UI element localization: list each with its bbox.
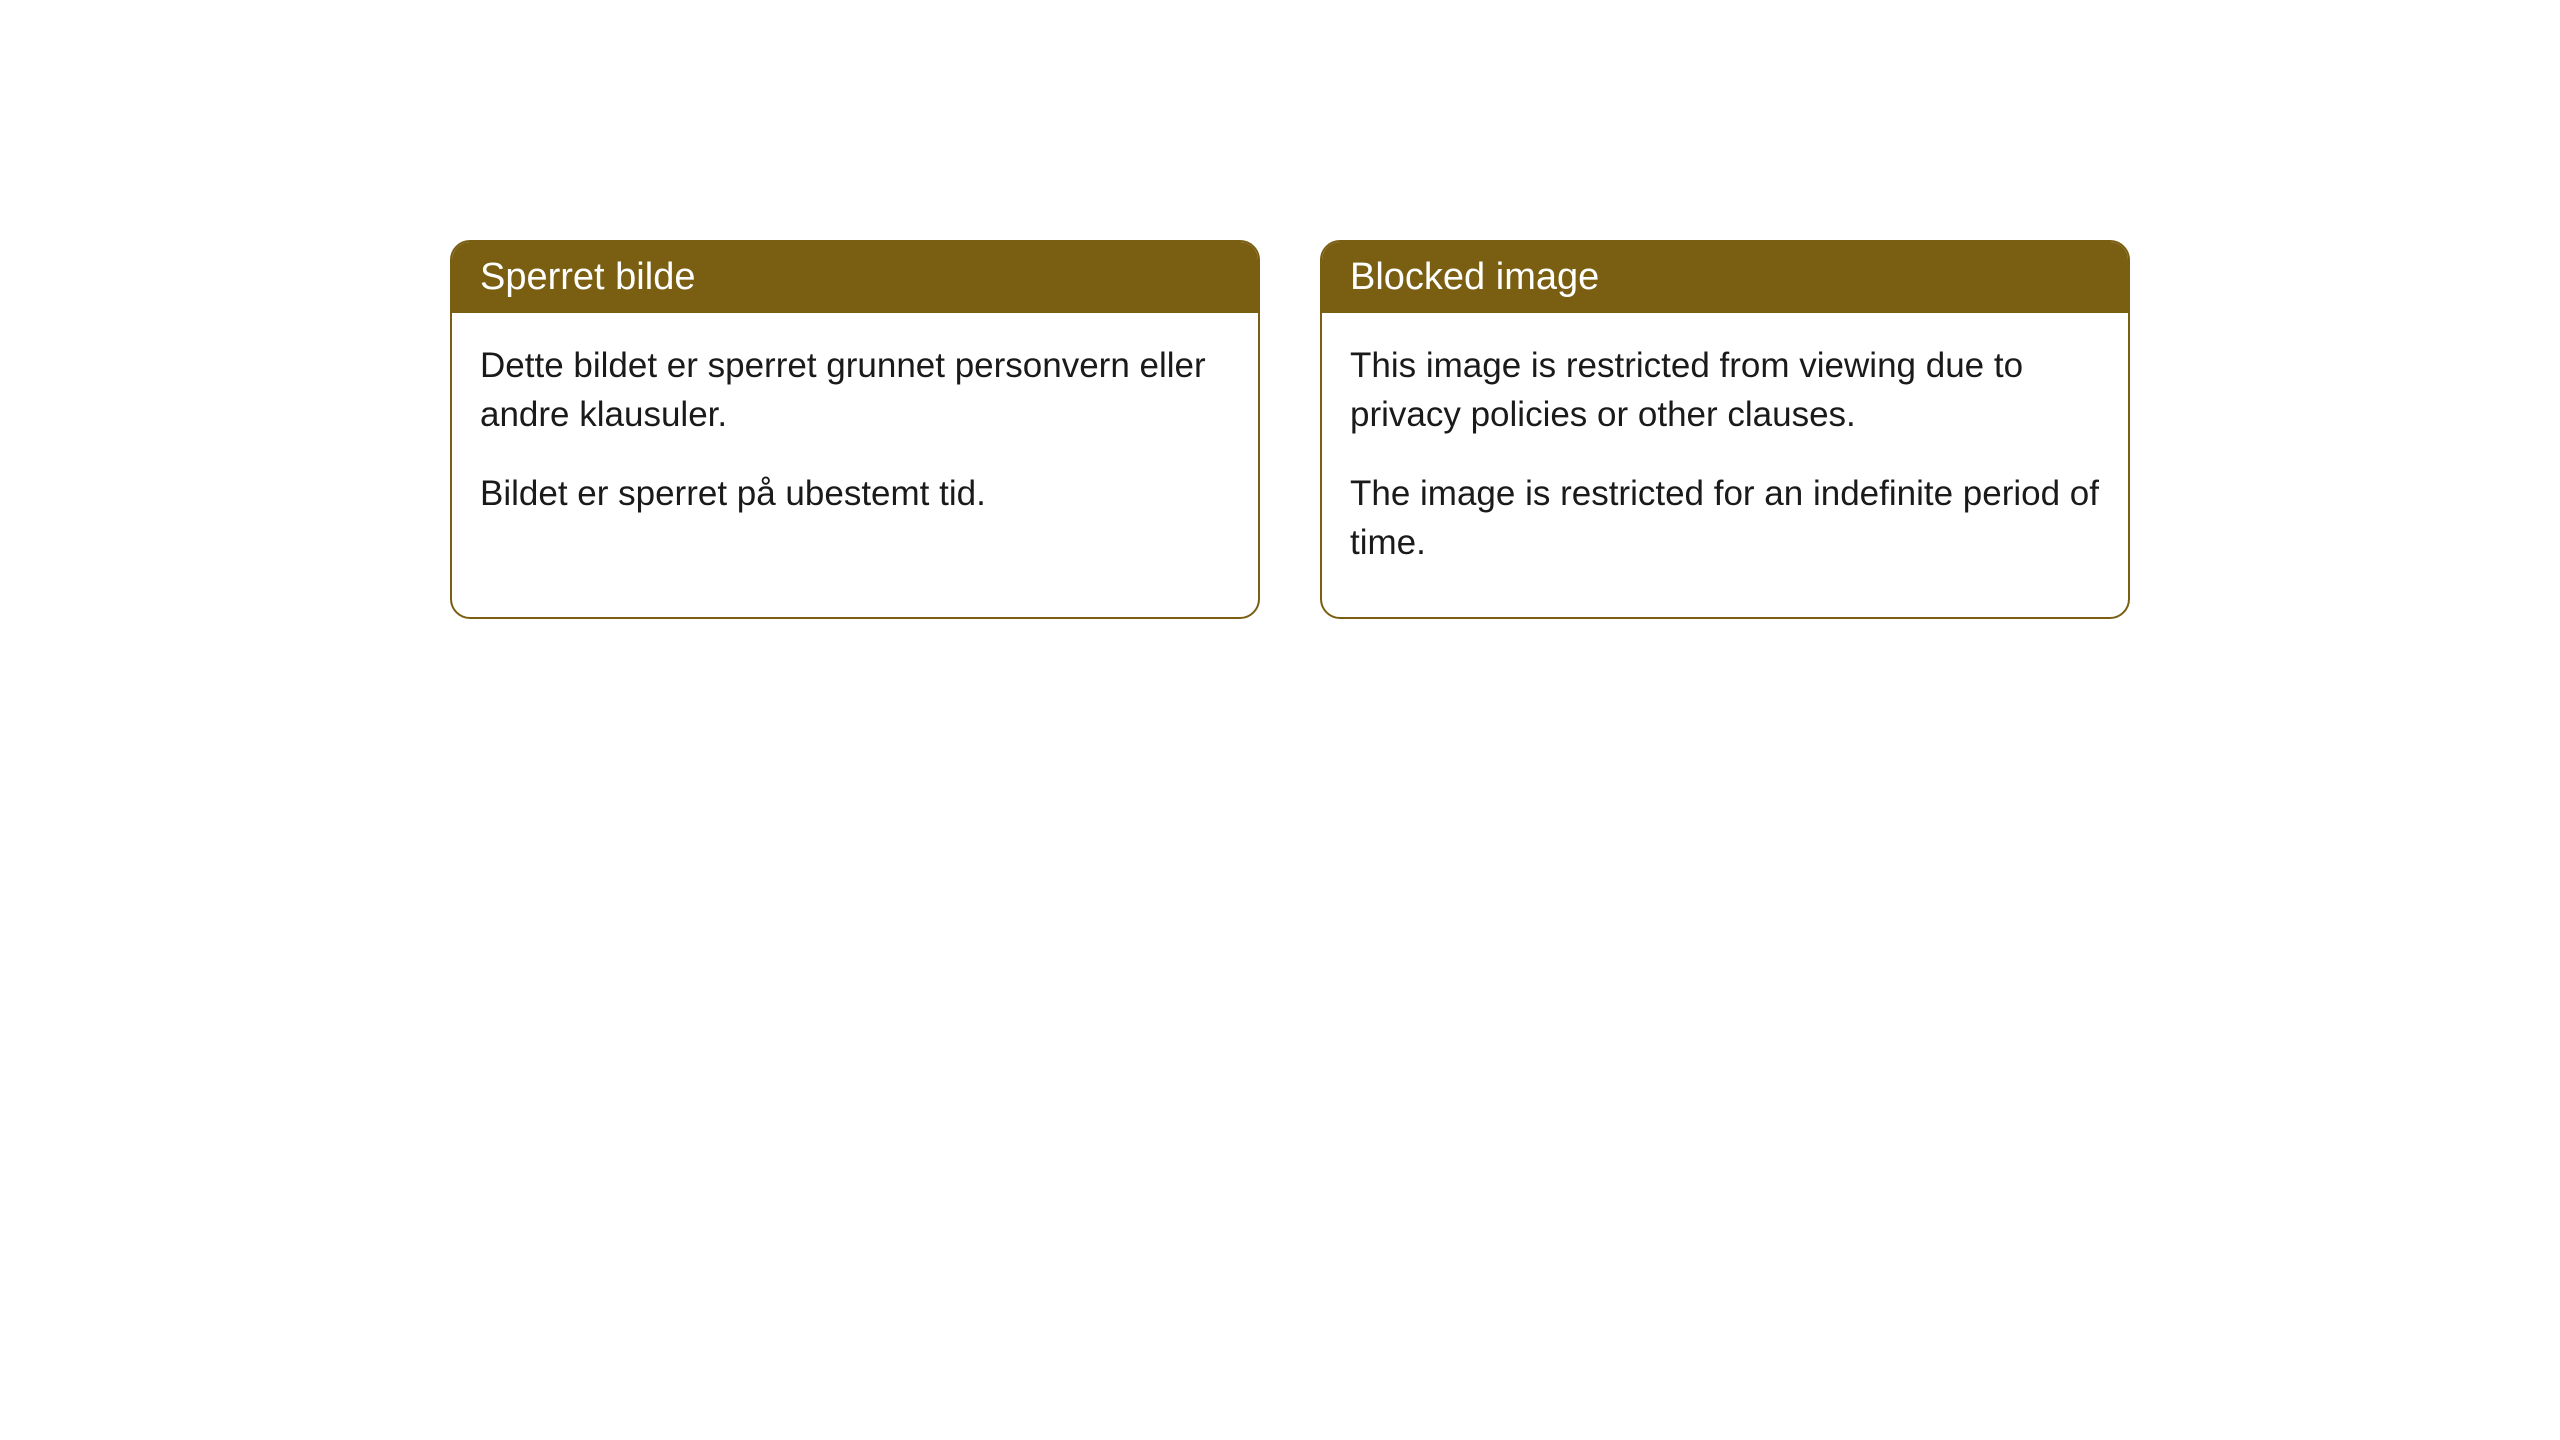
notice-card-norwegian: Sperret bilde Dette bildet er sperret gr…	[450, 240, 1260, 619]
card-text-norwegian-1: Dette bildet er sperret grunnet personve…	[480, 341, 1230, 439]
notice-cards-container: Sperret bilde Dette bildet er sperret gr…	[450, 240, 2130, 619]
notice-card-english: Blocked image This image is restricted f…	[1320, 240, 2130, 619]
card-body-norwegian: Dette bildet er sperret grunnet personve…	[452, 313, 1258, 568]
card-text-english-1: This image is restricted from viewing du…	[1350, 341, 2100, 439]
card-header-english: Blocked image	[1322, 242, 2128, 313]
card-body-english: This image is restricted from viewing du…	[1322, 313, 2128, 617]
card-header-norwegian: Sperret bilde	[452, 242, 1258, 313]
card-text-norwegian-2: Bildet er sperret på ubestemt tid.	[480, 469, 1230, 518]
card-text-english-2: The image is restricted for an indefinit…	[1350, 469, 2100, 567]
